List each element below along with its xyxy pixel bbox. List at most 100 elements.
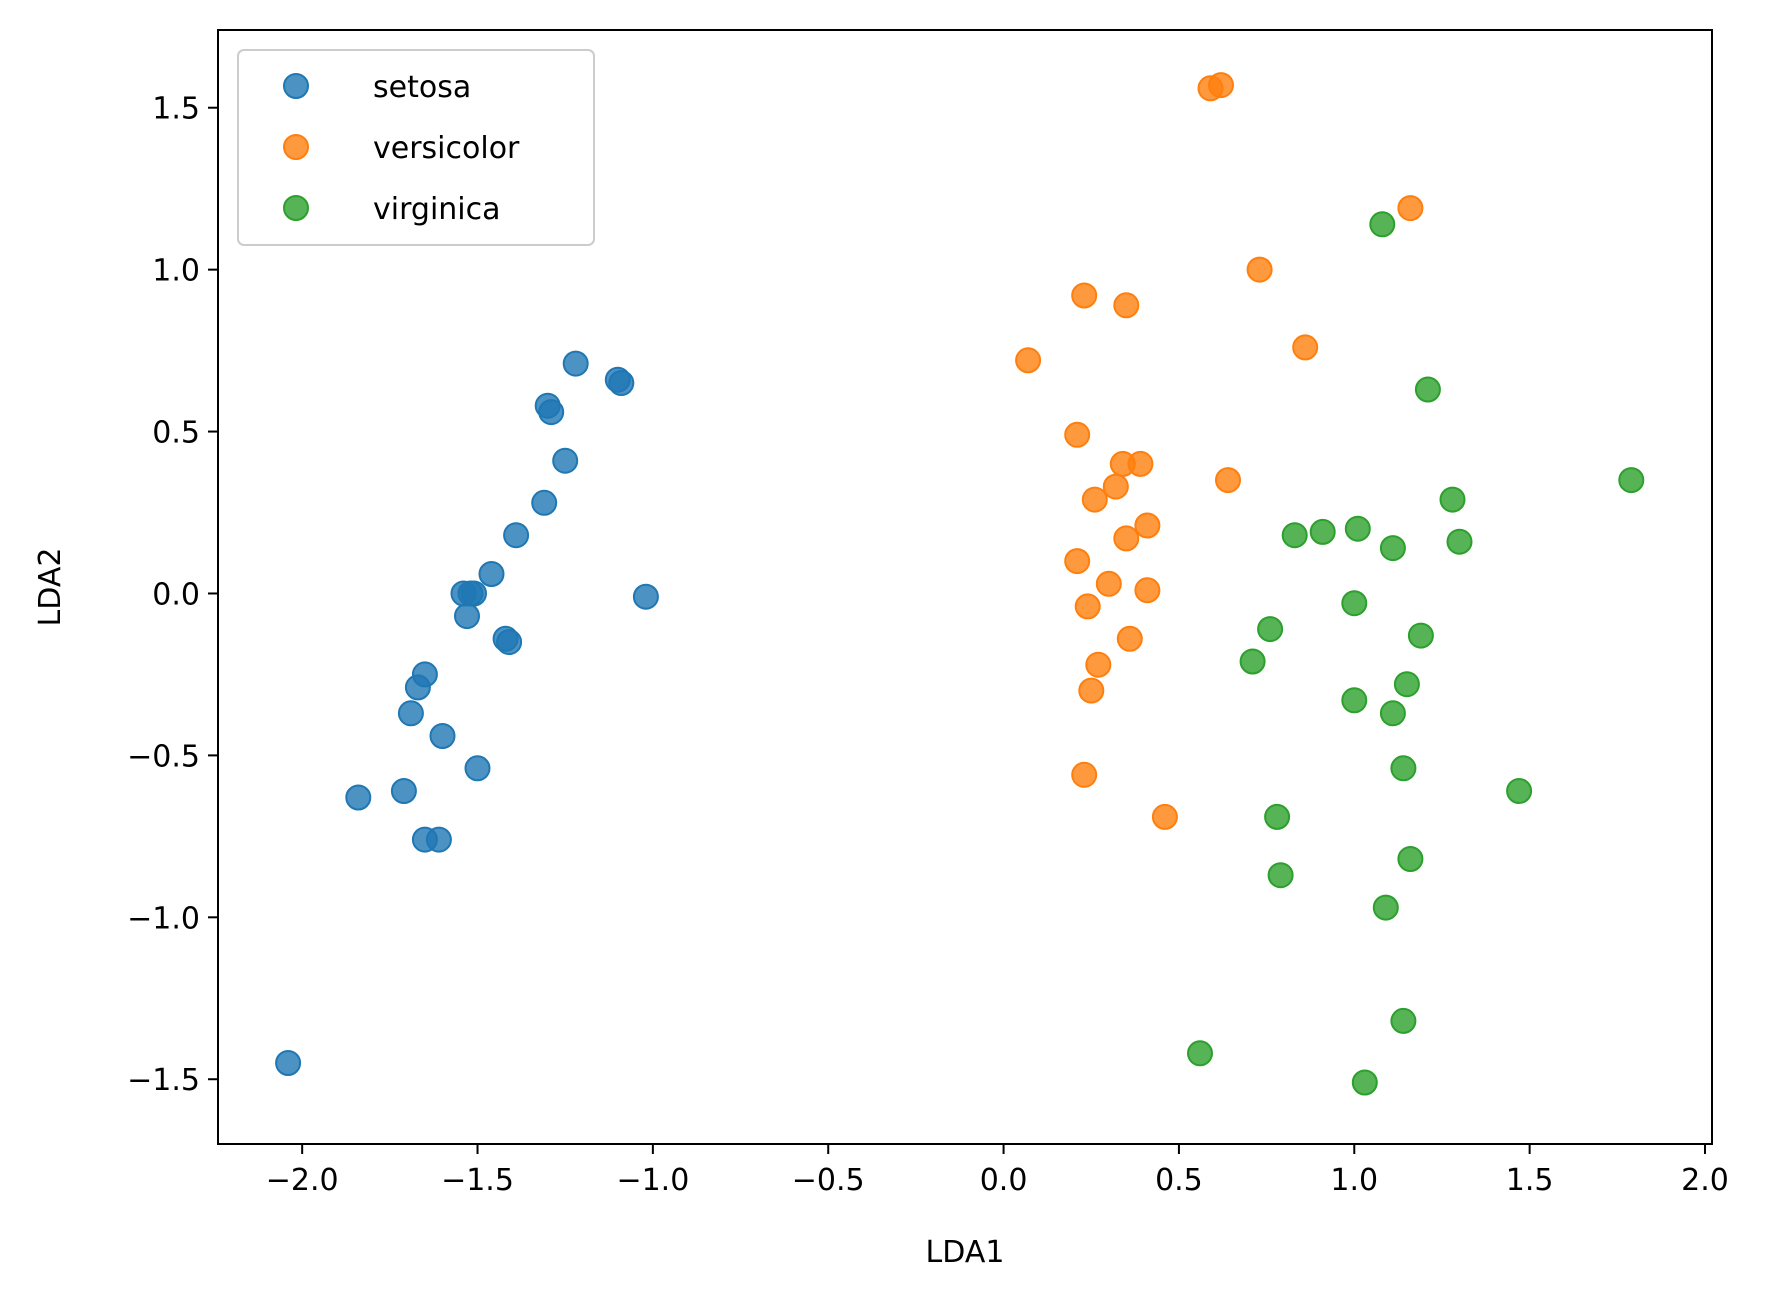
virginica-point (1187, 1040, 1213, 1067)
y-tick-label: −1.5 (127, 1063, 200, 1098)
virginica-point (1397, 846, 1424, 872)
x-tick-label: −1.0 (616, 1163, 689, 1198)
virginica-series (1187, 211, 1645, 1096)
versicolor-point (1071, 761, 1098, 788)
x-tick-label: 0.5 (1155, 1163, 1203, 1198)
x-tick-label: −1.5 (441, 1163, 514, 1198)
versicolor-point (1078, 677, 1105, 704)
legend: setosa versicolor virginica (237, 49, 595, 246)
setosa-point (478, 561, 505, 587)
versicolor-point (1095, 570, 1122, 597)
legend-marker-setosa (283, 73, 309, 99)
virginica-point (1344, 515, 1371, 542)
versicolor-point (1102, 473, 1129, 500)
versicolor-point (1085, 651, 1112, 678)
virginica-point (1379, 700, 1406, 727)
virginica-point (1257, 616, 1284, 643)
x-tick-label: 2.0 (1681, 1163, 1729, 1198)
setosa-series (275, 350, 659, 1076)
points-layer (275, 72, 1645, 1096)
virginica-point (1351, 1069, 1378, 1096)
y-axis: −1.5 −1.0 −0.5 0.0 0.5 1.0 1.5 (127, 92, 218, 1098)
setosa-point (425, 826, 452, 853)
virginica-point (1372, 894, 1399, 921)
setosa-point (464, 755, 491, 782)
setosa-point (429, 723, 456, 749)
virginica-point (1309, 518, 1336, 545)
x-tick-label: 0.0 (980, 1163, 1028, 1198)
y-tick-label: 1.5 (152, 92, 200, 127)
versicolor-point (1081, 486, 1108, 513)
virginica-point (1264, 803, 1291, 830)
y-tick-label: 1.0 (152, 254, 200, 289)
x-axis-label: LDA1 (926, 1235, 1005, 1270)
x-tick-label: 1.0 (1330, 1163, 1378, 1198)
y-tick-label: −0.5 (127, 739, 200, 774)
versicolor-point (1071, 282, 1098, 309)
x-tick-label: −0.5 (792, 1163, 865, 1198)
versicolor-point (1397, 195, 1424, 222)
y-tick-label: −1.0 (127, 901, 200, 936)
virginica-point (1393, 671, 1420, 698)
setosa-point (461, 580, 487, 607)
x-tick-label: 1.5 (1506, 1163, 1554, 1198)
setosa-point (411, 661, 438, 688)
setosa-point (397, 700, 424, 727)
setosa-point (608, 370, 635, 396)
versicolor-point (1292, 334, 1319, 361)
y-axis-label: LDA2 (33, 548, 68, 627)
virginica-point (1390, 755, 1417, 782)
versicolor-point (1113, 292, 1140, 319)
legend-label-setosa: setosa (373, 70, 471, 105)
virginica-point (1267, 862, 1294, 889)
setosa-point (454, 603, 480, 630)
versicolor-point (1116, 625, 1143, 652)
versicolor-point (1127, 450, 1154, 477)
versicolor-point (1074, 593, 1101, 620)
legend-marker-virginica (283, 195, 309, 221)
setosa-point (496, 629, 523, 656)
versicolor-point (1134, 512, 1161, 539)
virginica-point (1369, 211, 1396, 238)
setosa-point (275, 1050, 302, 1076)
legend-marker-versicolor (283, 134, 309, 160)
virginica-point (1341, 590, 1368, 617)
versicolor-series (1015, 72, 1424, 830)
y-tick-label: 0.0 (152, 577, 200, 612)
virginica-point (1618, 467, 1645, 494)
versicolor-point (1113, 525, 1140, 552)
x-axis: −2.0 −1.5 −1.0 −0.5 0.0 0.5 1.0 1.5 2.0 (266, 1144, 1729, 1198)
setosa-point (345, 784, 372, 811)
virginica-point (1506, 778, 1533, 804)
versicolor-point (1064, 548, 1091, 575)
plot-frame (217, 29, 1713, 1145)
setosa-point (538, 399, 565, 426)
x-tick-label: −2.0 (266, 1163, 339, 1198)
versicolor-point (1208, 72, 1234, 99)
legend-label-versicolor: versicolor (373, 131, 520, 166)
versicolor-point (1015, 347, 1042, 374)
virginica-point (1446, 528, 1473, 555)
virginica-point (1341, 687, 1368, 714)
setosa-point (390, 778, 417, 804)
virginica-point (1281, 522, 1308, 549)
virginica-point (1239, 648, 1266, 675)
virginica-point (1439, 486, 1466, 513)
versicolor-point (1151, 803, 1178, 830)
setosa-point (531, 489, 558, 516)
legend-frame (237, 49, 595, 246)
versicolor-point (1246, 256, 1273, 283)
virginica-point (1414, 376, 1441, 403)
versicolor-point (1134, 577, 1161, 604)
setosa-point (503, 522, 530, 549)
virginica-point (1407, 622, 1434, 649)
virginica-point (1390, 1007, 1417, 1034)
virginica-point (1379, 535, 1406, 562)
legend-label-virginica: virginica (373, 192, 501, 227)
y-tick-label: 0.5 (152, 416, 200, 451)
versicolor-point (1064, 421, 1091, 448)
versicolor-point (1215, 467, 1241, 494)
legend-items: setosa versicolor virginica (283, 70, 520, 227)
setosa-point (552, 447, 579, 474)
